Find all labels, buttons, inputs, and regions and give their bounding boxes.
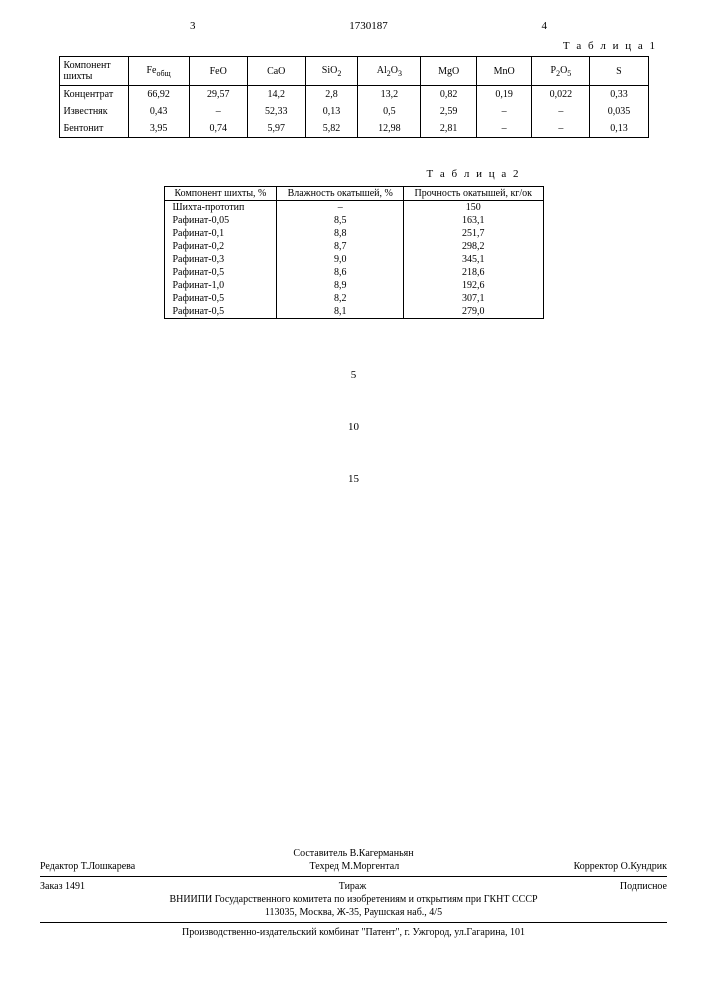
t1-h7: MnO [476,57,531,86]
page-col-left: 3 [190,20,196,32]
t1-cell: 0,022 [532,86,590,104]
order: Заказ 1491 [40,881,85,892]
t2-cell: Рафинат-0,3 [164,253,277,266]
table1: Компонент шихты Feобщ FeO CaO SiO2 Al2O3… [59,56,649,138]
t1-cell: 66,92 [128,86,189,104]
t2-cell: 8,2 [277,292,404,305]
t2-cell: Рафинат-0,5 [164,305,277,319]
t1-h4: SiO2 [305,57,358,86]
t1-cell: – [532,103,590,120]
t1-h1: Feобщ [128,57,189,86]
t2-cell: Рафинат-0,5 [164,292,277,305]
footer: Составитель В.Кагерманьян Редактор Т.Лош… [40,848,667,940]
t1-h6: MgO [421,57,476,86]
t2-cell: 307,1 [404,292,543,305]
t2-cell: 218,6 [404,266,543,279]
header-numbers: 3 1730187 4 [30,20,677,32]
table2-label: Т а б л и ц а 2 [30,168,677,180]
t2-cell: 298,2 [404,240,543,253]
t2-cell: Рафинат-0,1 [164,227,277,240]
t2-cell: 163,1 [404,214,543,227]
t1-cell: Бентонит [59,120,128,138]
t1-cell: 0,19 [476,86,531,104]
t1-h8: P2O5 [532,57,590,86]
ln-15: 15 [30,473,677,485]
ln-10: 10 [30,421,677,433]
t2-h0: Компонент шихты, % [164,187,277,201]
t2-cell: Рафинат-0,5 [164,266,277,279]
subscription: Подписное [620,881,667,892]
t2-h2: Прочность окатышей, кг/ок [404,187,543,201]
t2-cell: 345,1 [404,253,543,266]
t1-h2: FeO [189,57,247,86]
line-numbers: 5 10 15 [30,369,677,485]
t1-cell: 2,81 [421,120,476,138]
t1-h9: S [590,57,648,86]
t2-cell: 8,7 [277,240,404,253]
t1-cell: 0,33 [590,86,648,104]
composer: Составитель В.Кагерманьян [40,848,667,859]
t1-cell: Известняк [59,103,128,120]
t2-cell: Рафинат-0,05 [164,214,277,227]
printer: Производственно-издательский комбинат "П… [40,927,667,938]
t2-cell: 8,9 [277,279,404,292]
tech: Техред М.Моргентал [310,861,400,872]
t1-cell: 5,97 [247,120,305,138]
t2-h1: Влажность окатышей, % [277,187,404,201]
t2-cell: Шихта-прототип [164,201,277,215]
t2-cell: Рафинат-0,2 [164,240,277,253]
t1-cell: 0,13 [590,120,648,138]
t1-cell: 12,98 [358,120,421,138]
t1-cell: 0,035 [590,103,648,120]
t1-cell: 3,95 [128,120,189,138]
t2-cell: 8,1 [277,305,404,319]
t2-cell: 9,0 [277,253,404,266]
t1-h3: CaO [247,57,305,86]
t1-cell: – [532,120,590,138]
ln-5: 5 [30,369,677,381]
editor: Редактор Т.Лошкарева [40,861,135,872]
t1-cell: 2,8 [305,86,358,104]
t1-cell: 13,2 [358,86,421,104]
t1-cell: 0,82 [421,86,476,104]
t2-cell: 192,6 [404,279,543,292]
t2-cell: 150 [404,201,543,215]
t2-cell: Рафинат-1,0 [164,279,277,292]
t2-cell: 8,8 [277,227,404,240]
t1-cell: 0,13 [305,103,358,120]
addr: 113035, Москва, Ж-35, Раушская наб., 4/5 [40,907,667,918]
table2: Компонент шихты, % Влажность окатышей, %… [164,186,544,319]
t2-cell: 251,7 [404,227,543,240]
t1-cell: 14,2 [247,86,305,104]
t1-cell: – [476,120,531,138]
t1-h5: Al2O3 [358,57,421,86]
t2-cell: 8,6 [277,266,404,279]
org: ВНИИПИ Государственного комитета по изоб… [40,894,667,905]
page-col-right: 4 [542,20,548,32]
table1-label: Т а б л и ц а 1 [30,40,677,52]
t1-cell: 5,82 [305,120,358,138]
t2-cell: – [277,201,404,215]
t1-cell: 0,43 [128,103,189,120]
corrector: Корректор О.Кундрик [574,861,667,872]
tirazh: Тираж [339,881,367,892]
t1-cell: Концентрат [59,86,128,104]
t1-cell: 52,33 [247,103,305,120]
document-number: 1730187 [349,20,388,32]
t1-cell: 0,74 [189,120,247,138]
t1-cell: – [189,103,247,120]
t2-cell: 279,0 [404,305,543,319]
t1-cell: 2,59 [421,103,476,120]
t1-cell: – [476,103,531,120]
t1-cell: 0,5 [358,103,421,120]
t1-h0: Компонент шихты [59,57,128,86]
t1-cell: 29,57 [189,86,247,104]
t2-cell: 8,5 [277,214,404,227]
